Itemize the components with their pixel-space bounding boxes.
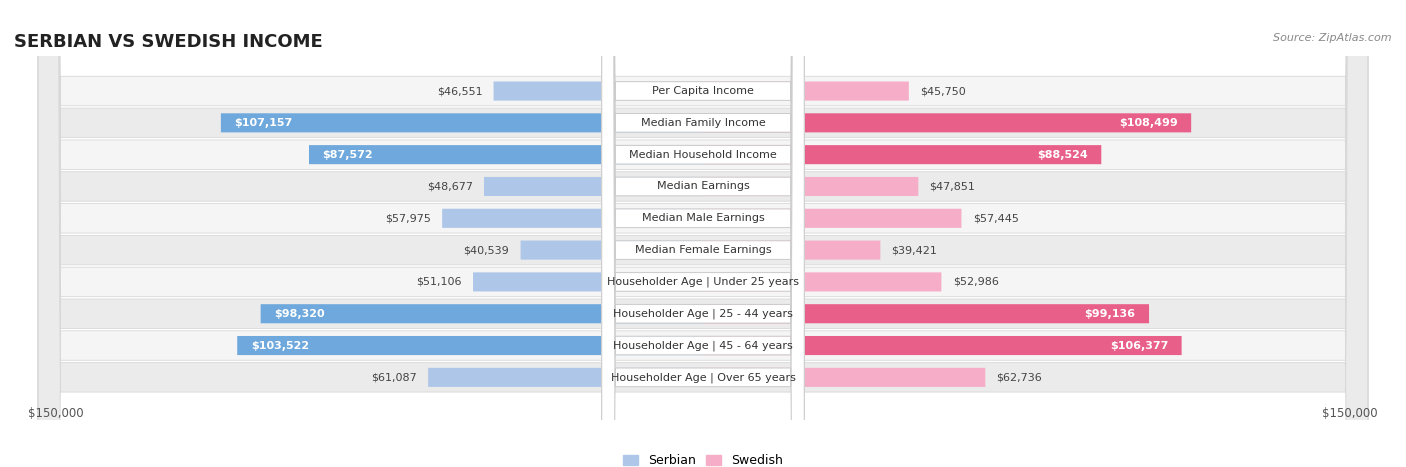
FancyBboxPatch shape (472, 272, 703, 291)
FancyBboxPatch shape (602, 0, 804, 467)
FancyBboxPatch shape (38, 0, 1368, 467)
FancyBboxPatch shape (602, 0, 804, 467)
Text: Per Capita Income: Per Capita Income (652, 86, 754, 96)
FancyBboxPatch shape (38, 0, 1368, 467)
FancyBboxPatch shape (602, 0, 804, 467)
Text: $87,572: $87,572 (322, 149, 373, 160)
FancyBboxPatch shape (38, 0, 1368, 467)
FancyBboxPatch shape (703, 113, 1191, 132)
FancyBboxPatch shape (602, 0, 804, 467)
FancyBboxPatch shape (484, 177, 703, 196)
FancyBboxPatch shape (703, 145, 1101, 164)
FancyBboxPatch shape (441, 209, 703, 228)
FancyBboxPatch shape (38, 0, 1368, 467)
Text: SERBIAN VS SWEDISH INCOME: SERBIAN VS SWEDISH INCOME (14, 33, 323, 51)
FancyBboxPatch shape (703, 368, 986, 387)
Text: Householder Age | Over 65 years: Householder Age | Over 65 years (610, 372, 796, 382)
Text: $107,157: $107,157 (235, 118, 292, 128)
Text: $106,377: $106,377 (1109, 340, 1168, 351)
FancyBboxPatch shape (602, 0, 804, 467)
Text: $88,524: $88,524 (1038, 149, 1088, 160)
Text: $39,421: $39,421 (891, 245, 938, 255)
FancyBboxPatch shape (238, 336, 703, 355)
FancyBboxPatch shape (703, 241, 880, 260)
FancyBboxPatch shape (38, 0, 1368, 467)
FancyBboxPatch shape (703, 177, 918, 196)
FancyBboxPatch shape (703, 81, 908, 100)
FancyBboxPatch shape (703, 272, 942, 291)
Text: $61,087: $61,087 (371, 372, 418, 382)
Text: Source: ZipAtlas.com: Source: ZipAtlas.com (1274, 33, 1392, 42)
FancyBboxPatch shape (309, 145, 703, 164)
FancyBboxPatch shape (38, 0, 1368, 467)
Text: Median Female Earnings: Median Female Earnings (634, 245, 772, 255)
Text: $150,000: $150,000 (28, 407, 84, 420)
Text: $62,736: $62,736 (997, 372, 1042, 382)
Text: $57,445: $57,445 (973, 213, 1018, 223)
Text: Householder Age | Under 25 years: Householder Age | Under 25 years (607, 276, 799, 287)
FancyBboxPatch shape (520, 241, 703, 260)
Text: $46,551: $46,551 (437, 86, 482, 96)
FancyBboxPatch shape (703, 304, 1149, 323)
Text: $98,320: $98,320 (274, 309, 325, 318)
FancyBboxPatch shape (260, 304, 703, 323)
FancyBboxPatch shape (221, 113, 703, 132)
Text: $40,539: $40,539 (464, 245, 509, 255)
Text: $103,522: $103,522 (250, 340, 309, 351)
Text: $47,851: $47,851 (929, 182, 976, 191)
Text: $150,000: $150,000 (1322, 407, 1378, 420)
FancyBboxPatch shape (602, 0, 804, 467)
Text: $51,106: $51,106 (416, 277, 461, 287)
FancyBboxPatch shape (38, 0, 1368, 467)
FancyBboxPatch shape (38, 0, 1368, 467)
Text: Median Earnings: Median Earnings (657, 182, 749, 191)
FancyBboxPatch shape (602, 0, 804, 467)
Text: Median Household Income: Median Household Income (628, 149, 778, 160)
Text: $108,499: $108,499 (1119, 118, 1178, 128)
FancyBboxPatch shape (38, 0, 1368, 467)
Text: Median Family Income: Median Family Income (641, 118, 765, 128)
Text: $48,677: $48,677 (427, 182, 472, 191)
Legend: Serbian, Swedish: Serbian, Swedish (619, 449, 787, 467)
FancyBboxPatch shape (38, 0, 1368, 467)
FancyBboxPatch shape (602, 0, 804, 467)
FancyBboxPatch shape (494, 81, 703, 100)
Text: Householder Age | 25 - 44 years: Householder Age | 25 - 44 years (613, 309, 793, 319)
Text: Median Male Earnings: Median Male Earnings (641, 213, 765, 223)
Text: $99,136: $99,136 (1084, 309, 1136, 318)
Text: Householder Age | 45 - 64 years: Householder Age | 45 - 64 years (613, 340, 793, 351)
FancyBboxPatch shape (429, 368, 703, 387)
FancyBboxPatch shape (703, 209, 962, 228)
Text: $45,750: $45,750 (920, 86, 966, 96)
FancyBboxPatch shape (602, 0, 804, 467)
FancyBboxPatch shape (703, 336, 1181, 355)
FancyBboxPatch shape (602, 0, 804, 467)
Text: $52,986: $52,986 (953, 277, 998, 287)
Text: $57,975: $57,975 (385, 213, 430, 223)
